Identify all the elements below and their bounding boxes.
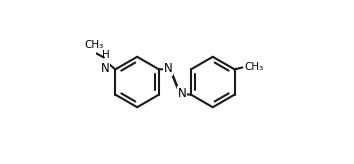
Text: N: N (164, 62, 172, 75)
Text: CH₃: CH₃ (244, 62, 264, 72)
Text: N: N (178, 87, 186, 100)
Text: N: N (101, 62, 110, 75)
Text: CH₃: CH₃ (84, 40, 103, 50)
Text: H: H (102, 50, 109, 60)
